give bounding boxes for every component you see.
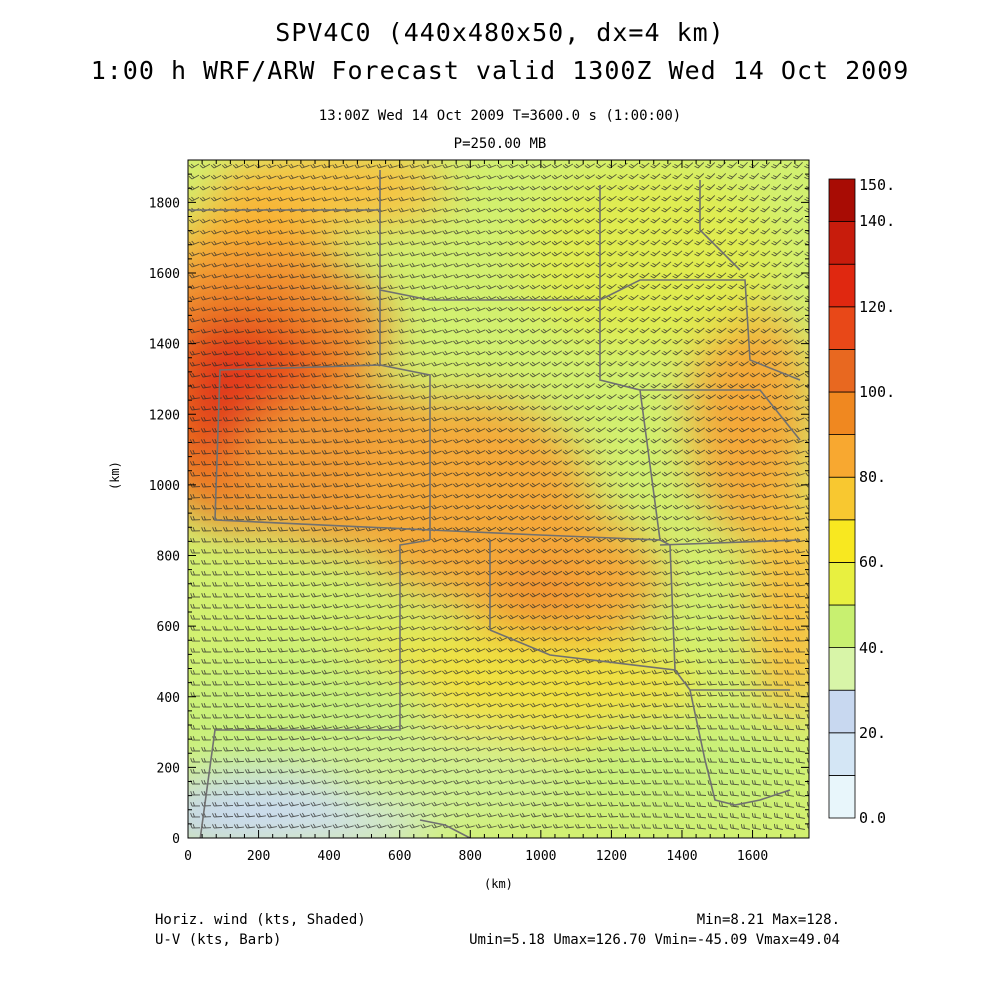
y-tick-label: 1400 <box>149 338 180 353</box>
x-tick-label: 1200 <box>596 849 627 864</box>
color-bar-label: 100. <box>859 383 895 401</box>
x-tick-label: 1400 <box>666 849 697 864</box>
color-bar-segment <box>828 306 856 350</box>
color-bar-segment <box>828 263 856 308</box>
color-bar-label: 60. <box>859 553 886 571</box>
x-tick-label: 400 <box>317 849 340 864</box>
x-tick-label: 600 <box>388 849 411 864</box>
color-bar-label: 140. <box>859 212 895 230</box>
y-tick-label: 800 <box>157 550 180 565</box>
color-bar-segment <box>828 562 856 606</box>
x-tick-label: 1600 <box>737 849 768 864</box>
color-bar-label: 80. <box>859 468 886 486</box>
map-title: SPV4C0 (440x480x50, dx=4 km) <box>275 18 725 47</box>
color-bar-segment <box>828 178 856 222</box>
color-bar <box>828 178 856 819</box>
pressure-level-label: P=250.00 MB <box>453 136 547 152</box>
min-max-text: Min=8.21 Max=128. <box>696 912 840 928</box>
color-bar-segment <box>828 647 856 691</box>
y-tick-label: 1600 <box>149 267 180 282</box>
axis-ticks <box>187 159 810 839</box>
wind-barbs <box>188 161 809 830</box>
y-tick-label: 1000 <box>149 479 180 494</box>
barb-legend-text: U-V (kts, Barb) <box>155 932 282 948</box>
shading-legend-text: Horiz. wind (kts, Shaded) <box>155 912 366 928</box>
x-axis-tick-labels: 0 200 400 600 800 1000 1200 1400 1600 <box>184 849 768 864</box>
color-bar-segment <box>828 775 856 819</box>
color-bar-segment <box>828 604 856 648</box>
y-tick-label: 200 <box>157 761 180 776</box>
y-tick-label: 400 <box>157 691 180 706</box>
y-tick-label: 0 <box>172 832 180 847</box>
color-bar-label: 0.0 <box>859 809 886 827</box>
y-tick-label: 600 <box>157 620 180 635</box>
y-tick-label: 1200 <box>149 408 180 423</box>
valid-time-label: 13:00Z Wed 14 Oct 2009 T=3600.0 s (1:00:… <box>318 108 682 124</box>
x-tick-label: 800 <box>459 849 482 864</box>
color-bar-segment <box>828 348 856 393</box>
y-axis-tick-labels: 0 200 400 600 800 1000 1200 1400 1600 1800 <box>149 196 180 847</box>
color-bar-segment <box>828 391 856 435</box>
state-boundaries <box>188 170 801 838</box>
wind-barb-layer <box>188 161 809 830</box>
x-tick-label: 0 <box>184 849 192 864</box>
uv-range-text: Umin=5.18 Umax=126.70 Vmin=-45.09 Vmax=4… <box>469 932 840 948</box>
color-bar-segment <box>828 732 856 776</box>
color-bar-segment <box>828 221 856 265</box>
forecast-title: 1:00 h WRF/ARW Forecast valid 1300Z Wed … <box>90 56 910 85</box>
color-bar-segment <box>828 434 856 478</box>
y-axis-label: (km) <box>108 461 122 490</box>
color-bar-label: 120. <box>859 298 895 316</box>
color-bar-label: 150. <box>859 176 895 194</box>
x-tick-label: 200 <box>247 849 270 864</box>
y-tick-label: 1800 <box>149 196 180 211</box>
color-bar-segment <box>828 519 856 563</box>
x-tick-label: 1000 <box>525 849 556 864</box>
color-bar-label: 20. <box>859 724 886 742</box>
color-bar-label: 40. <box>859 639 886 657</box>
x-axis-label: (km) <box>484 877 513 891</box>
color-bar-labels: 0.0 20. 40. 60. 80. 100. 120. 140. 150. <box>859 176 895 827</box>
color-bar-segment <box>828 689 856 734</box>
color-bar-segment <box>828 476 856 521</box>
